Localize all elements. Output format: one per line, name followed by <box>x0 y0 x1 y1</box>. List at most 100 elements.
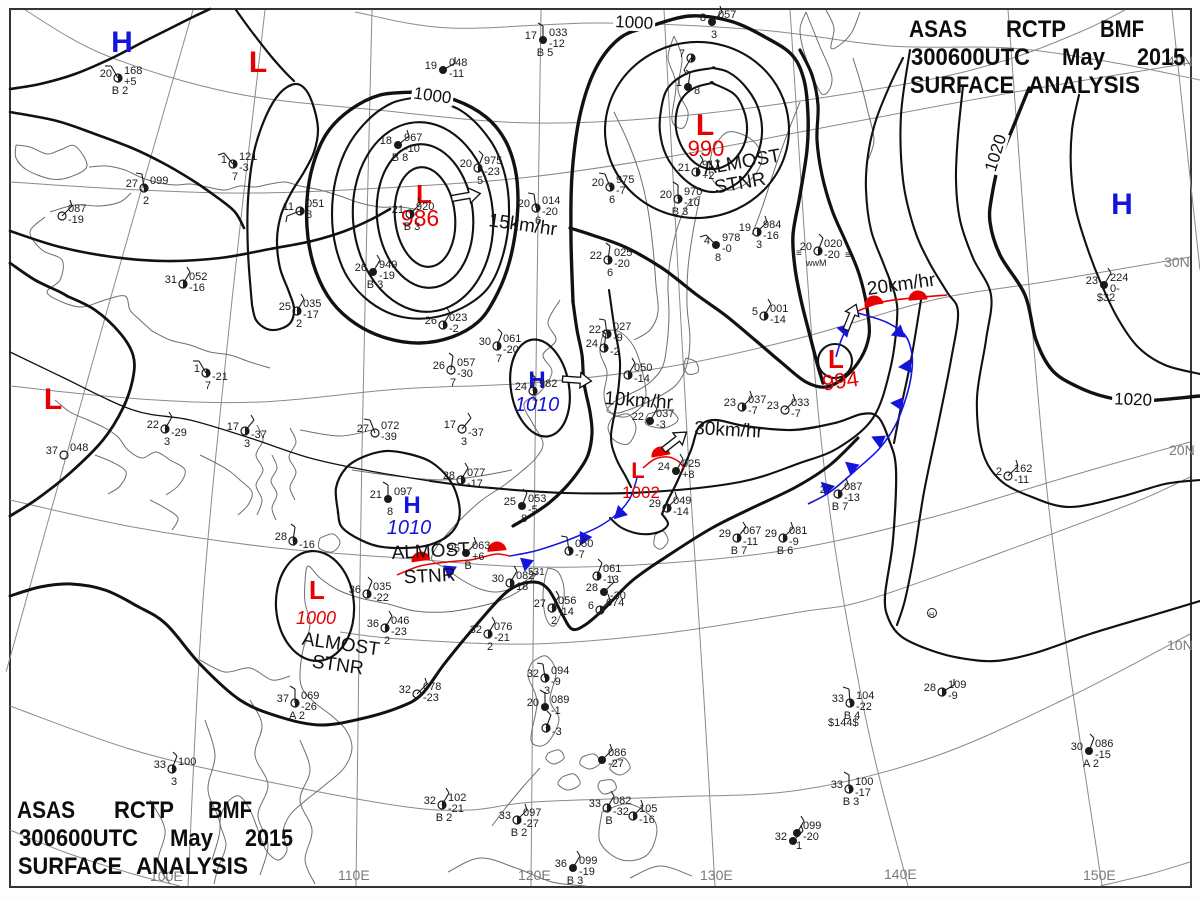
svg-text:917: 917 <box>702 159 720 171</box>
svg-text:082: 082 <box>516 570 534 582</box>
svg-text:056: 056 <box>558 595 576 607</box>
svg-text:36: 36 <box>349 584 361 596</box>
svg-text:17: 17 <box>525 30 537 42</box>
svg-text:24: 24 <box>658 461 670 473</box>
svg-text:1002: 1002 <box>622 483 660 502</box>
svg-text:061: 061 <box>603 563 621 575</box>
svg-text:36: 36 <box>555 858 567 870</box>
svg-text:32: 32 <box>424 795 436 807</box>
svg-text:1: 1 <box>676 77 682 89</box>
svg-text:049: 049 <box>673 495 691 507</box>
svg-text:23: 23 <box>724 397 736 409</box>
svg-text:20N: 20N <box>1169 442 1195 458</box>
svg-text:-9: -9 <box>613 332 623 344</box>
svg-text:-16: -16 <box>189 282 205 294</box>
svg-text:L: L <box>828 344 844 374</box>
svg-text:40N: 40N <box>1167 53 1193 69</box>
svg-text:140E: 140E <box>884 866 917 882</box>
svg-text:-2: -2 <box>449 323 459 335</box>
svg-text:36: 36 <box>367 618 379 630</box>
svg-text:4: 4 <box>704 235 710 247</box>
svg-text:102: 102 <box>448 792 466 804</box>
svg-text:28: 28 <box>275 531 287 543</box>
svg-text:-27: -27 <box>523 818 539 830</box>
svg-text:-5: -5 <box>528 504 538 516</box>
svg-text:24: 24 <box>586 338 598 350</box>
svg-text:L: L <box>696 109 714 142</box>
svg-text:ASAS: ASAS <box>909 16 967 43</box>
svg-text:-22: -22 <box>373 592 389 604</box>
svg-text:-3: -3 <box>239 162 249 174</box>
svg-text:150E: 150E <box>1083 867 1116 883</box>
svg-text:089: 089 <box>551 694 569 706</box>
svg-text:048: 048 <box>70 442 88 454</box>
svg-text:1000: 1000 <box>615 12 654 33</box>
svg-text:30N: 30N <box>1164 254 1190 270</box>
svg-text:BMF: BMF <box>1100 16 1144 43</box>
svg-text:1: 1 <box>796 840 802 852</box>
svg-text:20: 20 <box>800 241 812 253</box>
svg-text:-17: -17 <box>855 787 871 799</box>
svg-text:001: 001 <box>770 303 788 315</box>
svg-text:100E: 100E <box>150 868 183 884</box>
svg-text:H: H <box>111 26 133 59</box>
svg-text:22: 22 <box>590 250 602 262</box>
svg-text:-39: -39 <box>381 431 397 443</box>
svg-text:920: 920 <box>416 201 434 213</box>
svg-text:-9: -9 <box>948 690 958 702</box>
svg-text:28: 28 <box>443 470 455 482</box>
svg-text:L: L <box>416 179 432 209</box>
svg-text:061: 061 <box>503 333 521 345</box>
svg-text:-9: -9 <box>551 676 561 688</box>
svg-text:-17: -17 <box>303 309 319 321</box>
svg-text:-16: -16 <box>299 539 315 551</box>
svg-text:21: 21 <box>678 162 690 174</box>
svg-text:27: 27 <box>357 423 369 435</box>
svg-text:-7: -7 <box>748 405 758 417</box>
svg-text:B 7: B 7 <box>731 545 748 557</box>
svg-text:970: 970 <box>684 186 702 198</box>
svg-text:1010: 1010 <box>387 517 432 539</box>
svg-text:33: 33 <box>589 798 601 810</box>
svg-text:3: 3 <box>756 239 762 251</box>
svg-text:25: 25 <box>279 301 291 313</box>
svg-text:BMF: BMF <box>208 797 252 824</box>
svg-text:1: 1 <box>221 154 227 166</box>
svg-text:5: 5 <box>752 306 758 318</box>
svg-text:18: 18 <box>516 581 528 593</box>
svg-text:33: 33 <box>154 759 166 771</box>
svg-text:100: 100 <box>855 776 873 788</box>
svg-text:100: 100 <box>178 756 196 768</box>
svg-text:-19: -19 <box>379 270 395 282</box>
svg-text:-9: -9 <box>789 536 799 548</box>
svg-text:-20: -20 <box>614 258 630 270</box>
svg-text:-30: -30 <box>457 368 473 380</box>
svg-text:-3: -3 <box>656 419 666 431</box>
svg-text:-13: -13 <box>603 574 619 586</box>
svg-text:3: 3 <box>244 438 250 450</box>
svg-text:-7: -7 <box>791 408 801 420</box>
svg-text:B 6: B 6 <box>777 545 794 557</box>
svg-text:B 2: B 2 <box>436 812 453 824</box>
svg-text:RCTP: RCTP <box>1006 16 1066 43</box>
svg-text:-21: -21 <box>448 803 464 815</box>
svg-text:094: 094 <box>551 665 569 677</box>
svg-text:18: 18 <box>380 135 392 147</box>
svg-text:035: 035 <box>303 298 321 310</box>
svg-text:22: 22 <box>589 324 601 336</box>
svg-text:B 3: B 3 <box>404 221 421 233</box>
svg-text:087: 087 <box>68 203 86 215</box>
svg-text:+8: +8 <box>682 469 695 481</box>
svg-text:ANALYSIS: ANALYSIS <box>1028 72 1140 99</box>
svg-text:H: H <box>403 492 420 519</box>
svg-text:20: 20 <box>592 177 604 189</box>
svg-text:26: 26 <box>355 262 367 274</box>
svg-text:105: 105 <box>639 803 657 815</box>
svg-text:067: 067 <box>743 525 761 537</box>
svg-text:20: 20 <box>527 697 539 709</box>
svg-text:3: 3 <box>164 436 170 448</box>
svg-text:-20: -20 <box>542 206 558 218</box>
svg-text:020: 020 <box>824 238 842 250</box>
svg-text:-23: -23 <box>484 166 500 178</box>
svg-text:-29: -29 <box>171 427 187 439</box>
